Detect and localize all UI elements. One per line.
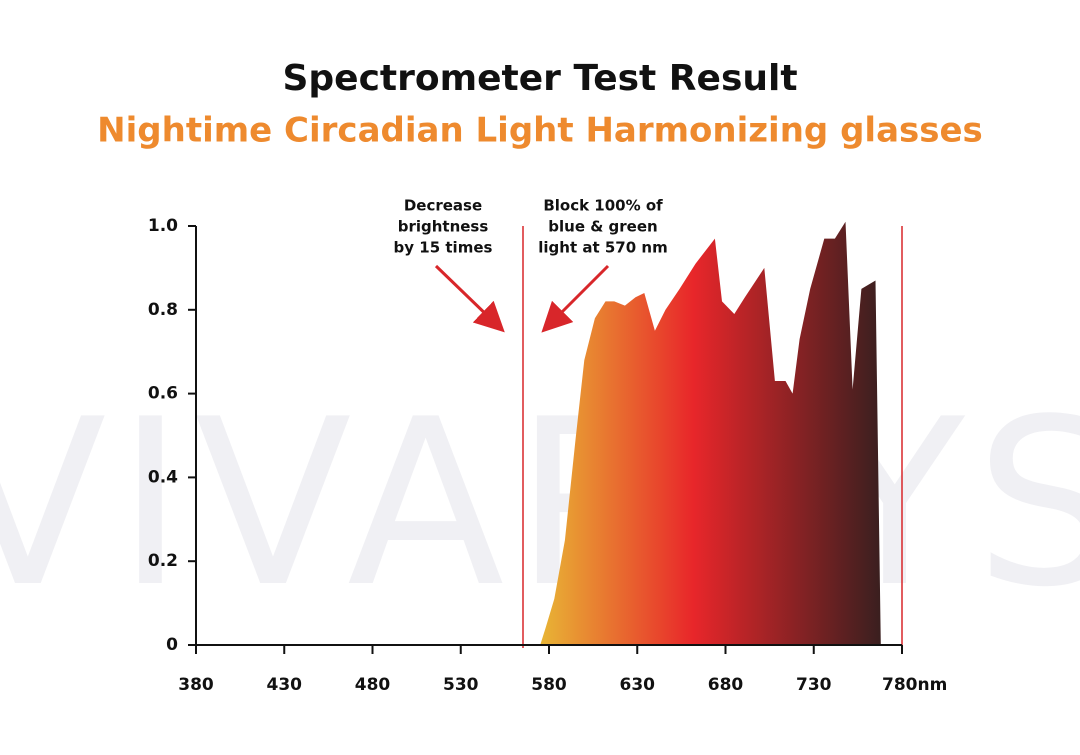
arrow [434, 264, 505, 333]
annotation: Decrease [404, 197, 482, 215]
y-tick-label: 0.8 [148, 300, 178, 320]
arrow [541, 264, 610, 333]
chart-title: Spectrometer Test Result [282, 58, 797, 99]
y-tick-label: 1.0 [148, 216, 178, 236]
y-tick-label: 0.6 [148, 384, 178, 404]
x-tick-label: 780nm [882, 675, 947, 695]
annotation: light at 570 nm [538, 239, 667, 257]
y-tick-label: 0.2 [148, 551, 178, 571]
watermark: VIVARAYS [0, 371, 1080, 638]
x-tick-label: 580 [531, 675, 567, 695]
x-tick-label: 730 [796, 675, 832, 695]
x-tick-label: 380 [178, 675, 214, 695]
y-tick-label: 0.4 [148, 467, 178, 487]
x-tick-label: 680 [708, 675, 744, 695]
x-tick-label: 480 [355, 675, 391, 695]
spectrum-area [540, 221, 881, 646]
annotation: brightness [398, 218, 489, 236]
annotation: Block 100% of [543, 197, 663, 215]
x-tick-label: 530 [443, 675, 479, 695]
x-tick-label: 630 [620, 675, 656, 695]
chart-subtitle: Nightime Circadian Light Harmonizing gla… [97, 111, 983, 151]
y-tick-label: 0 [166, 635, 178, 655]
x-tick-label: 430 [267, 675, 303, 695]
annotation: by 15 times [394, 239, 493, 257]
annotation: blue & green [548, 218, 657, 236]
